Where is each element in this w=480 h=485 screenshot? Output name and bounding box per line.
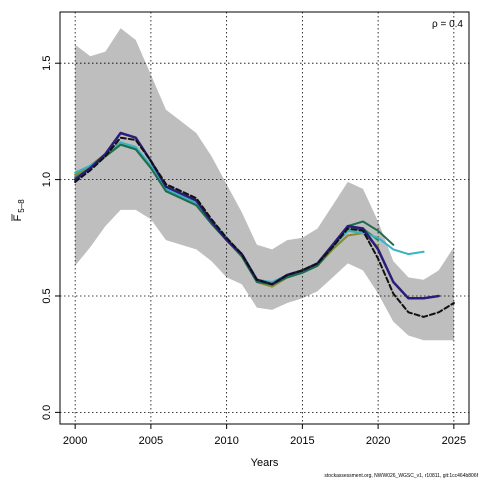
footer-source: stockassessment.org, NWW026_WGSC_v1, r10… xyxy=(324,473,478,479)
y-axis-label-sub: 5–8 xyxy=(17,199,26,213)
series-line-5 xyxy=(74,136,455,318)
y-axis: 0.0 0.5 1.0 1.5 xyxy=(41,56,60,420)
x-axis-label: Years xyxy=(251,457,279,469)
y-tick-label-2: 1.0 xyxy=(41,172,53,187)
y-tick-label-1: 0.5 xyxy=(41,288,53,303)
y-axis-label: F 5–8 xyxy=(11,199,26,221)
x-tick-label-2: 2010 xyxy=(214,435,238,447)
rho-annotation: ρ = 0.4 xyxy=(432,19,463,30)
plot-frame xyxy=(59,11,470,425)
x-tick-label-3: 2015 xyxy=(290,435,314,447)
confidence-band-layer xyxy=(75,28,454,341)
y-tick-label-0: 0.0 xyxy=(41,405,53,420)
x-tick-label-0: 2000 xyxy=(63,435,87,447)
grid-layer xyxy=(60,12,469,424)
x-axis: 2000 2005 2010 2015 2020 2025 xyxy=(63,424,466,447)
x-tick-label-4: 2020 xyxy=(366,435,390,447)
y-tick-label-3: 1.5 xyxy=(41,56,53,71)
y-axis-label-main: F xyxy=(12,214,24,221)
confidence-band xyxy=(75,28,454,341)
series-layer xyxy=(73,131,455,318)
x-tick-label-5: 2025 xyxy=(442,435,466,447)
x-tick-label-1: 2005 xyxy=(139,435,163,447)
